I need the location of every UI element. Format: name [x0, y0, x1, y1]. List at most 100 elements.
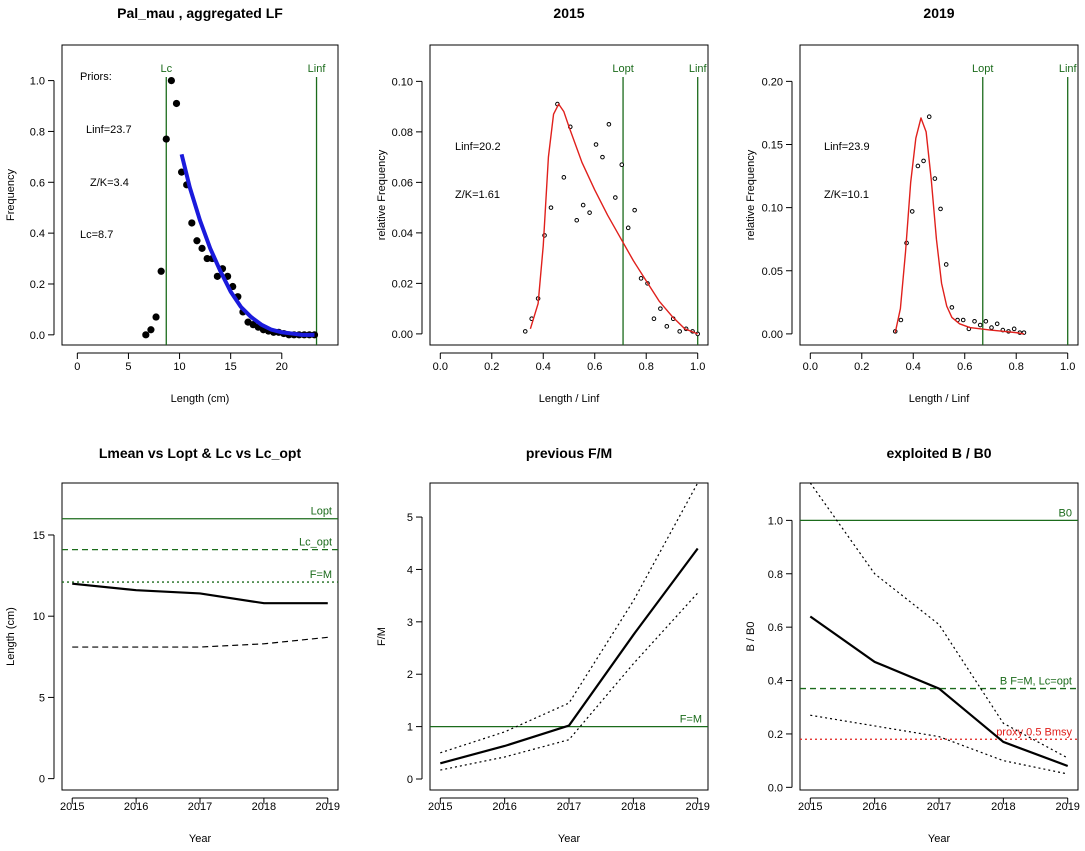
y-axis-label: Length (cm)	[5, 607, 17, 666]
series-line-lc	[72, 636, 328, 648]
y-tick-label: 0.2	[768, 729, 783, 741]
reference-line-label: B F=M, Lc=opt	[1000, 676, 1072, 688]
chart-title: 2015	[553, 5, 584, 21]
series-line-f-m	[440, 547, 699, 765]
data-point	[167, 76, 175, 85]
series-line-lower	[810, 714, 1068, 775]
y-axis-label: B / B0	[745, 622, 757, 652]
x-tick-label: 2016	[862, 801, 886, 813]
x-axis-label: Year	[189, 833, 212, 845]
annotation-label: Z/K=1.61	[455, 189, 500, 201]
annotation-label: Linf=20.2	[455, 141, 501, 153]
y-tick-label: 0.06	[392, 177, 413, 189]
x-tick-label: 2015	[60, 801, 84, 813]
y-tick-label: 0	[39, 774, 45, 786]
y-tick-label: 0.05	[762, 266, 783, 278]
data-point	[162, 135, 170, 143]
x-axis-label: Year	[928, 833, 951, 845]
x-tick-label: 2018	[991, 801, 1015, 813]
annotation-label: Linf=23.7	[86, 124, 132, 136]
x-axis-label: Year	[558, 833, 581, 845]
data-point	[203, 254, 211, 263]
annotation-label: Linf=23.9	[824, 141, 870, 153]
y-tick-label: 0.10	[392, 76, 413, 88]
x-tick-label: 2016	[492, 801, 516, 813]
y-tick-label: 0.00	[392, 329, 413, 341]
x-tick-label: 0.8	[1009, 361, 1024, 373]
vertical-line-label: Linf	[1059, 63, 1078, 75]
x-tick-label: 20	[276, 361, 288, 373]
plot-frame	[61, 482, 339, 791]
x-axis-label: Length (cm)	[171, 393, 230, 405]
data-point	[898, 317, 904, 323]
x-tick-label: 0.8	[639, 361, 654, 373]
data-point	[142, 331, 150, 339]
data-point	[147, 326, 155, 334]
vertical-line-label: Lopt	[972, 63, 993, 75]
y-tick-label: 0.15	[762, 139, 783, 151]
plot-frame	[799, 482, 1079, 791]
data-point	[651, 316, 657, 322]
y-tick-label: 0.10	[762, 203, 783, 215]
data-point	[625, 225, 631, 231]
y-tick-label: 5	[407, 512, 413, 524]
series-line-upper	[809, 482, 1068, 759]
x-tick-label: 0.6	[587, 361, 602, 373]
series-line-upper	[440, 482, 699, 754]
data-point	[606, 121, 612, 127]
reference-line-label: F=M	[310, 569, 332, 581]
y-tick-label: 0.04	[392, 228, 413, 240]
data-point	[938, 206, 943, 212]
fitted-curve	[179, 153, 315, 337]
reference-line-label: proxy 0.5 Bmsy	[996, 726, 1072, 738]
data-point	[561, 175, 567, 180]
series-line-lmean	[72, 582, 328, 605]
x-tick-label: 2015	[428, 801, 452, 813]
y-tick-label: 0.02	[392, 278, 413, 290]
x-tick-label: 2017	[188, 801, 212, 813]
data-point	[580, 202, 586, 208]
data-point	[921, 158, 926, 164]
y-axis-label: relative Frequency	[376, 149, 388, 240]
x-tick-label: 0.2	[854, 361, 869, 373]
y-tick-label: 0.00	[762, 329, 783, 341]
fitted-curve	[894, 117, 1025, 335]
series-line-lower	[440, 592, 699, 771]
chart-panel-6: exploited B / B0 2015 2016 2017 2018 2019 Year…	[745, 445, 1080, 845]
annotation-label: Z/K=3.4	[90, 177, 129, 189]
y-tick-label: 0	[407, 774, 413, 786]
reference-line-label: Lc_opt	[299, 537, 332, 549]
data-point	[198, 244, 206, 252]
vertical-line-label: Linf	[308, 63, 327, 75]
data-point	[926, 114, 932, 120]
y-tick-label: 5	[39, 692, 45, 704]
data-point	[157, 267, 165, 275]
data-point	[188, 219, 196, 227]
chart-title: exploited B / B0	[886, 445, 991, 461]
series-line-b-b0	[809, 615, 1069, 768]
reference-line-label: B0	[1059, 507, 1072, 519]
fitted-curve	[529, 103, 698, 335]
y-tick-label: 1.0	[30, 76, 45, 88]
y-tick-label: 0.8	[768, 569, 783, 581]
data-point	[989, 325, 994, 330]
x-tick-label: 0.4	[536, 361, 551, 373]
x-tick-label: 0.0	[803, 361, 818, 373]
y-tick-label: 15	[33, 530, 45, 542]
data-point	[619, 162, 625, 167]
y-tick-label: 0.4	[30, 228, 45, 240]
data-point	[638, 276, 644, 281]
data-point	[172, 99, 181, 108]
data-point	[664, 324, 670, 329]
x-tick-label: 1.0	[1060, 361, 1075, 373]
x-tick-label: 2016	[124, 801, 148, 813]
data-point	[909, 209, 915, 214]
data-point	[943, 262, 949, 267]
x-tick-label: 0.4	[906, 361, 921, 373]
x-tick-label: 2018	[621, 801, 645, 813]
x-tick-label: 2019	[685, 801, 709, 813]
reference-line-label: F=M	[680, 714, 702, 726]
x-tick-label: 0.2	[484, 361, 499, 373]
x-tick-label: 2019	[1055, 801, 1079, 813]
data-point	[574, 217, 580, 223]
